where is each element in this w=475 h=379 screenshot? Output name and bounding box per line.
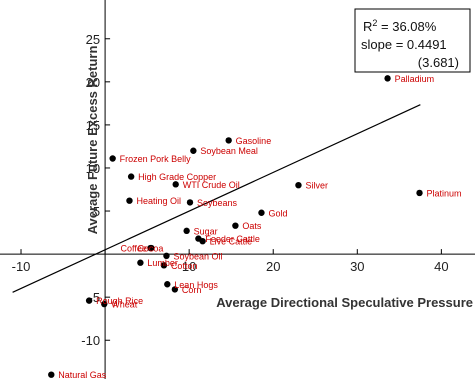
point-platinum [416,189,423,197]
point-oats [232,222,239,229]
label-palladium: Palladium [395,74,435,84]
r-squared-symbol: R [363,19,372,34]
point-gold [258,209,265,216]
x-tick-label: 30 [350,259,364,274]
label-wheat: Wheat [111,300,138,310]
point-high-grade-copper [127,173,135,180]
regression-line [12,104,421,293]
label-cotton: Cotton [171,261,198,271]
label-high-grade-copper: High Grade Copper [138,172,216,182]
label-silver: Silver [305,181,328,191]
point-lean-hogs [164,281,171,288]
y-tick-label: 5 [93,204,100,219]
point-soybean-oil [163,252,170,260]
point-coffee [147,244,154,252]
x-tick-label: 40 [434,259,448,274]
label-cocoa: Cocoa [137,244,163,254]
label-oats: Oats [242,221,262,231]
label-wti-crude-oil: WTI Crude Oil [183,180,240,190]
y-tick-label: 10 [86,161,100,176]
label-feeder-cattle: Feeder Cattle [205,234,260,244]
point-corn [171,286,179,293]
label-lean-hogs: Lean Hogs [174,280,218,290]
stats-box: R2 = 36.08% slope = 0.4491 (3.681) [354,8,471,73]
point-live-cattle [199,237,206,245]
y-tick-label: 25 [86,32,100,47]
regression-line-group [12,104,421,293]
y-axis-title: Average Future Excess Return [85,46,100,235]
r-squared-text: R2 = 36.08% [363,18,437,34]
label-platinum: Platinum [427,188,462,198]
point-soybeans [186,199,194,206]
point-natural-gas [48,371,55,378]
x-tick-label: 10 [182,259,196,274]
label-gasoline: Gasoline [236,136,272,146]
label-lumber: Lumber [147,258,178,268]
y-tick-label: 15 [86,118,100,133]
label-natural-gas: Natural Gas [58,370,107,379]
y-tick-label: -5 [89,290,101,305]
stats-box-frame [354,8,471,73]
point-sugar [183,227,190,235]
r-squared-exponent: 2 [372,18,377,28]
x-tick-label: 20 [266,259,280,274]
point-palladium [384,75,391,82]
t-stat-text: (3.681) [418,55,459,70]
point-lumber [137,259,144,266]
x-tick-label: -10 [12,259,31,274]
point-cotton [160,262,168,269]
label-corn: Corn [182,285,202,295]
y-tick-label: 20 [86,75,100,90]
label-soybean-meal: Soybean Meal [200,146,258,156]
label-soybean-oil: Soybean Oil [173,251,222,261]
label-frozen-pork-belly: Frozen Pork Belly [120,154,192,164]
label-sugar: Sugar [194,226,218,236]
x-axis-title: Average Directional Speculative Pressure [216,295,473,310]
label-live-cattle: Live Cattle [210,237,253,247]
point-rough-rice [85,297,93,304]
point-frozen-pork-belly [109,155,116,162]
point-gasoline [225,137,232,144]
point-silver [295,181,302,189]
point-wheat [101,300,108,308]
r-squared-value: = 36.08% [377,19,436,34]
y-tick-label: -10 [81,333,100,348]
slope-text: slope = 0.4491 [361,37,447,52]
label-rough-rice: Rough Rice [96,296,143,306]
data-points [48,75,423,378]
label-gold: Gold [268,208,287,218]
point-soybean-meal [190,147,197,154]
label-heating-oil: Heating Oil [136,196,181,206]
label-coffee: Coffee [120,244,146,254]
point-wti-crude-oil [172,181,179,188]
point-heating-oil [126,197,133,204]
label-soybeans: Soybeans [197,198,238,208]
